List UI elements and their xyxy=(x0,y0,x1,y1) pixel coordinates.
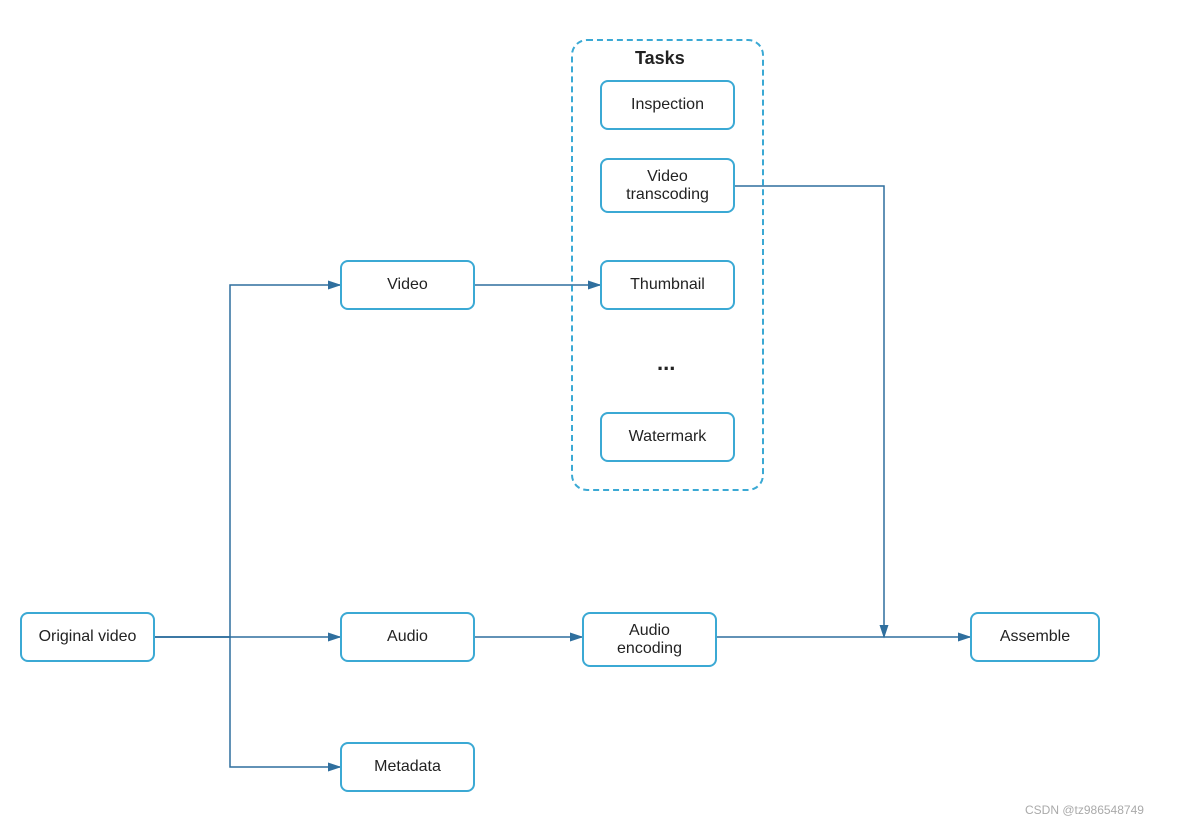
edge-original_video-to-metadata xyxy=(155,637,340,767)
tasks-title: Tasks xyxy=(635,48,685,69)
node-assemble: Assemble xyxy=(970,612,1100,662)
node-label: Original video xyxy=(39,628,137,646)
node-audio: Audio xyxy=(340,612,475,662)
node-metadata: Metadata xyxy=(340,742,475,792)
edge-original_video-to-video xyxy=(155,285,340,637)
node-label: Video transcoding xyxy=(626,168,709,204)
ellipsis: ... xyxy=(657,350,675,376)
node-watermark: Watermark xyxy=(600,412,735,462)
node-original-video: Original video xyxy=(20,612,155,662)
node-label: Metadata xyxy=(374,758,441,776)
node-label: Audio encoding xyxy=(617,622,682,658)
watermark-text: CSDN @tz986548749 xyxy=(1025,803,1144,817)
node-label: Thumbnail xyxy=(630,276,705,294)
node-label: Watermark xyxy=(629,428,707,446)
node-transcoding: Video transcoding xyxy=(600,158,735,213)
node-inspection: Inspection xyxy=(600,80,735,130)
node-label: Assemble xyxy=(1000,628,1070,646)
node-label: Video xyxy=(387,276,428,294)
node-audio-encoding: Audio encoding xyxy=(582,612,717,667)
node-video: Video xyxy=(340,260,475,310)
node-label: Audio xyxy=(387,628,428,646)
node-label: Inspection xyxy=(631,96,704,114)
node-thumbnail: Thumbnail xyxy=(600,260,735,310)
